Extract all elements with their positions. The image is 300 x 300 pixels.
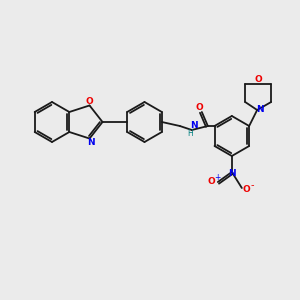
Text: +: + <box>214 172 221 182</box>
Text: O: O <box>86 98 93 106</box>
Text: H: H <box>187 130 193 139</box>
Text: N: N <box>190 122 198 130</box>
Text: N: N <box>87 137 94 146</box>
Text: N: N <box>228 169 236 178</box>
Text: O: O <box>254 76 262 85</box>
Text: N: N <box>256 106 264 115</box>
Text: O: O <box>196 103 204 112</box>
Text: O: O <box>208 178 216 187</box>
Text: O: O <box>243 185 251 194</box>
Text: -: - <box>250 180 254 190</box>
